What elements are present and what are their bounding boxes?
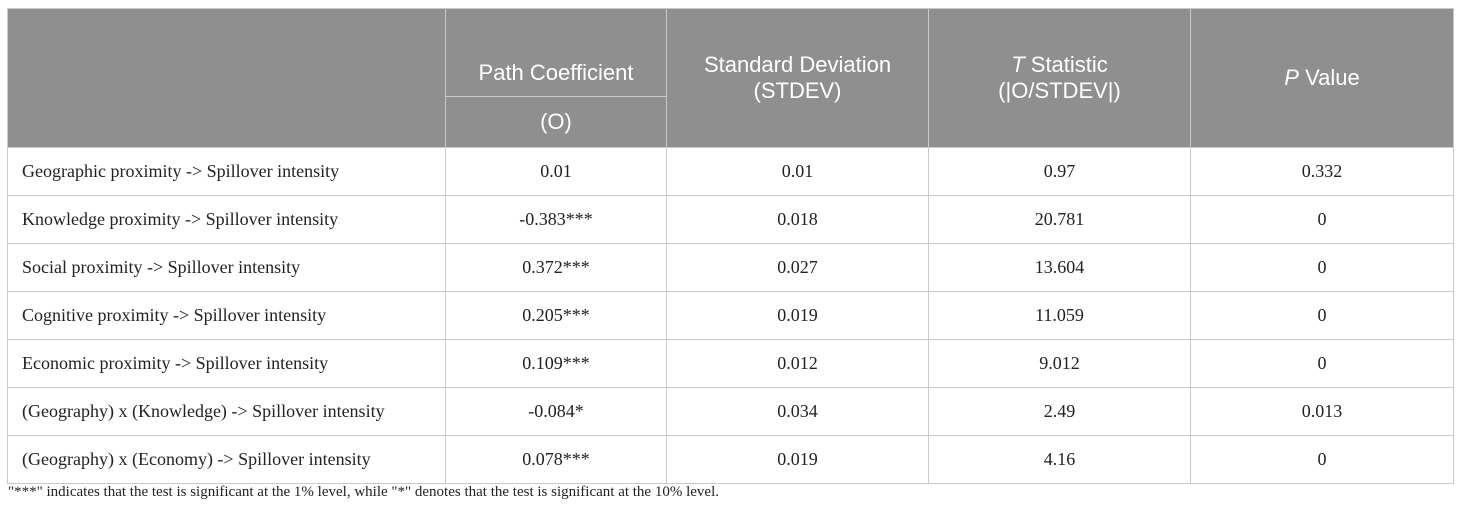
- row-t-statistic: 9.012: [928, 339, 1191, 388]
- table-row: Social proximity -> Spillover intensity 0…: [7, 243, 1454, 292]
- table-row: Economic proximity -> Spillover intensit…: [7, 339, 1454, 388]
- row-coefficient: 0.078***: [445, 435, 667, 484]
- row-coefficient: -0.383***: [445, 195, 667, 244]
- header-stdev-line1: Standard Deviation: [703, 52, 892, 77]
- row-t-statistic: 11.059: [928, 291, 1191, 340]
- row-coefficient: 0.372***: [445, 243, 667, 292]
- results-table: Path Coefficient Standard Deviation (STD…: [7, 8, 1454, 484]
- table-row: Geographic proximity -> Spillover intens…: [7, 147, 1454, 196]
- row-p-value: 0: [1190, 291, 1454, 340]
- row-label: Geographic proximity -> Spillover intens…: [7, 147, 446, 196]
- header-path-coefficient-sub: (O): [445, 96, 667, 148]
- header-empty-cell: [7, 8, 446, 148]
- row-stdev: 0.027: [666, 243, 929, 292]
- table-row: (Geography) x (Economy) -> Spillover int…: [7, 435, 1454, 484]
- table-row: (Geography) x (Knowledge) -> Spillover i…: [7, 387, 1454, 436]
- row-label: (Geography) x (Economy) -> Spillover int…: [7, 435, 446, 484]
- row-p-value: 0.013: [1190, 387, 1454, 436]
- header-stdev-line2: (STDEV): [753, 78, 842, 103]
- row-stdev: 0.01: [666, 147, 929, 196]
- header-t-line2: (|O/STDEV|): [998, 78, 1121, 103]
- table-row: Knowledge proximity -> Spillover intensi…: [7, 195, 1454, 244]
- header-p-value: P Value: [1190, 8, 1454, 148]
- row-p-value: 0: [1190, 435, 1454, 484]
- row-stdev: 0.019: [666, 291, 929, 340]
- table-body: Geographic proximity -> Spillover intens…: [7, 147, 1454, 484]
- row-label: (Geography) x (Knowledge) -> Spillover i…: [7, 387, 446, 436]
- row-label: Cognitive proximity -> Spillover intensi…: [7, 291, 446, 340]
- row-p-value: 0.332: [1190, 147, 1454, 196]
- row-t-statistic: 4.16: [928, 435, 1191, 484]
- table-footnote: "***" indicates that the test is signifi…: [8, 484, 719, 500]
- header-stdev: Standard Deviation (STDEV): [666, 8, 929, 148]
- row-stdev: 0.019: [666, 435, 929, 484]
- header-t-statistic: T Statistic (|O/STDEV|): [928, 8, 1191, 148]
- header-path-coefficient-o: (O): [540, 109, 572, 134]
- row-t-statistic: 2.49: [928, 387, 1191, 436]
- row-stdev: 0.018: [666, 195, 929, 244]
- row-label: Knowledge proximity -> Spillover intensi…: [7, 195, 446, 244]
- row-t-statistic: 20.781: [928, 195, 1191, 244]
- header-t-rest: Statistic: [1024, 52, 1108, 77]
- row-label: Economic proximity -> Spillover intensit…: [7, 339, 446, 388]
- row-coefficient: 0.01: [445, 147, 667, 196]
- row-t-statistic: 13.604: [928, 243, 1191, 292]
- row-t-statistic: 0.97: [928, 147, 1191, 196]
- row-coefficient: 0.205***: [445, 291, 667, 340]
- row-stdev: 0.034: [666, 387, 929, 436]
- header-path-coefficient-label: Path Coefficient: [478, 60, 634, 85]
- row-stdev: 0.012: [666, 339, 929, 388]
- header-path-coefficient: Path Coefficient: [445, 8, 667, 97]
- row-p-value: 0: [1190, 195, 1454, 244]
- row-coefficient: -0.084*: [445, 387, 667, 436]
- table-header: Path Coefficient Standard Deviation (STD…: [7, 8, 1454, 148]
- table-row: Cognitive proximity -> Spillover intensi…: [7, 291, 1454, 340]
- header-p-rest: Value: [1298, 65, 1360, 90]
- row-coefficient: 0.109***: [445, 339, 667, 388]
- row-p-value: 0: [1190, 243, 1454, 292]
- row-p-value: 0: [1190, 339, 1454, 388]
- header-t-italic: T: [1011, 52, 1025, 77]
- row-label: Social proximity -> Spillover intensity: [7, 243, 446, 292]
- header-p-italic: P: [1284, 65, 1299, 90]
